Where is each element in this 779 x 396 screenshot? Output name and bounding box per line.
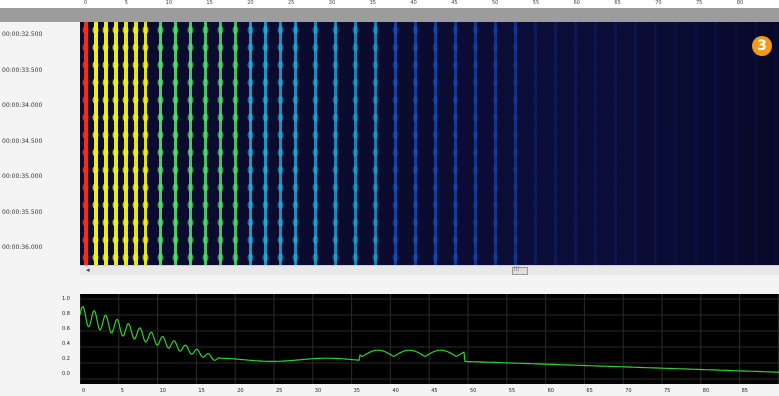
spectrum-plot xyxy=(80,294,779,384)
top-tick-label: 25 xyxy=(288,0,295,6)
spectrum-y-label: 0.4 xyxy=(62,341,70,347)
top-ruler: 0 5 10 15 20 25 30 35 40 45 50 55 60 65 70 75 80 xyxy=(0,0,779,8)
spectrum-x-label: 40 xyxy=(392,388,399,394)
time-label: 00:00:34.500 xyxy=(2,137,43,145)
top-tick-label: 50 xyxy=(492,0,499,6)
top-tick-label: 15 xyxy=(206,0,213,6)
spectrum-x-label: 55 xyxy=(508,388,516,394)
top-tick-label: 30 xyxy=(328,0,336,6)
spectrum-x-label: 5 xyxy=(120,388,124,394)
horizontal-scrollbar[interactable]: ◂ ||| xyxy=(80,265,779,275)
spectrum-x-label: 15 xyxy=(198,388,205,394)
step-badge: 3 xyxy=(752,36,772,56)
spectrum-y-label: 0.2 xyxy=(62,356,70,362)
time-label: 00:00:33.500 xyxy=(2,66,43,74)
spectrogram-canvas[interactable] xyxy=(80,22,779,265)
time-label: 00:00:35.000 xyxy=(2,173,43,180)
top-tick-label: 45 xyxy=(451,0,458,6)
top-tick-label: 35 xyxy=(369,0,376,6)
scroll-thumb[interactable] xyxy=(512,267,528,275)
scroll-thumb-label: ||| xyxy=(514,266,520,272)
spectrum-x-label: 75 xyxy=(664,388,671,394)
spectrum-y-label: 0.6 xyxy=(62,326,70,332)
top-tick-label: 20 xyxy=(247,0,254,6)
top-tick-label: 80 xyxy=(736,0,744,6)
spectrum-x-label: 85 xyxy=(741,388,748,394)
spectrum-x-label: 70 xyxy=(625,388,632,394)
top-tick-label: 40 xyxy=(410,0,417,6)
spectrum-line xyxy=(80,305,779,373)
spectrum-y-label: 1.0 xyxy=(62,296,70,302)
top-tick-label: 0 xyxy=(84,0,88,6)
spectrum-x-label: 30 xyxy=(314,388,322,394)
top-tick-label: 10 xyxy=(165,0,172,6)
spectrum-y-label: 0.8 xyxy=(62,311,70,317)
top-tick-label: 60 xyxy=(573,0,580,6)
top-tick-label: 75 xyxy=(696,0,703,6)
spectrum-x-label: 60 xyxy=(547,388,554,394)
time-label: 00:00:35.500 xyxy=(2,208,43,216)
spectrum-x-label: 80 xyxy=(702,388,710,394)
time-label: 00:00:32.500 xyxy=(2,31,43,38)
top-tick-label: 55 xyxy=(532,0,540,6)
spectrum-x-label: 35 xyxy=(353,388,360,394)
top-tick-label: 70 xyxy=(655,0,662,6)
spectrum-x-label: 0 xyxy=(82,388,86,394)
spectrum-x-label: 45 xyxy=(431,388,438,394)
spectrum-x-label: 25 xyxy=(276,388,283,394)
spectrum-x-label: 65 xyxy=(586,388,593,394)
time-label: 00:00:36.000 xyxy=(2,244,43,251)
scroll-left-icon[interactable]: ◂ xyxy=(86,266,90,274)
top-band xyxy=(0,8,779,22)
spectrum-x-label: 50 xyxy=(470,388,477,394)
time-label: 00:00:34.000 xyxy=(2,102,43,109)
spectrum-y-label: 0.0 xyxy=(62,371,70,377)
top-tick-label: 5 xyxy=(124,0,128,6)
spectrum-x-label: 20 xyxy=(237,388,244,394)
top-tick-label: 65 xyxy=(614,0,621,6)
spectrum-x-label: 10 xyxy=(159,388,166,394)
spectrogram-fade xyxy=(80,22,779,265)
